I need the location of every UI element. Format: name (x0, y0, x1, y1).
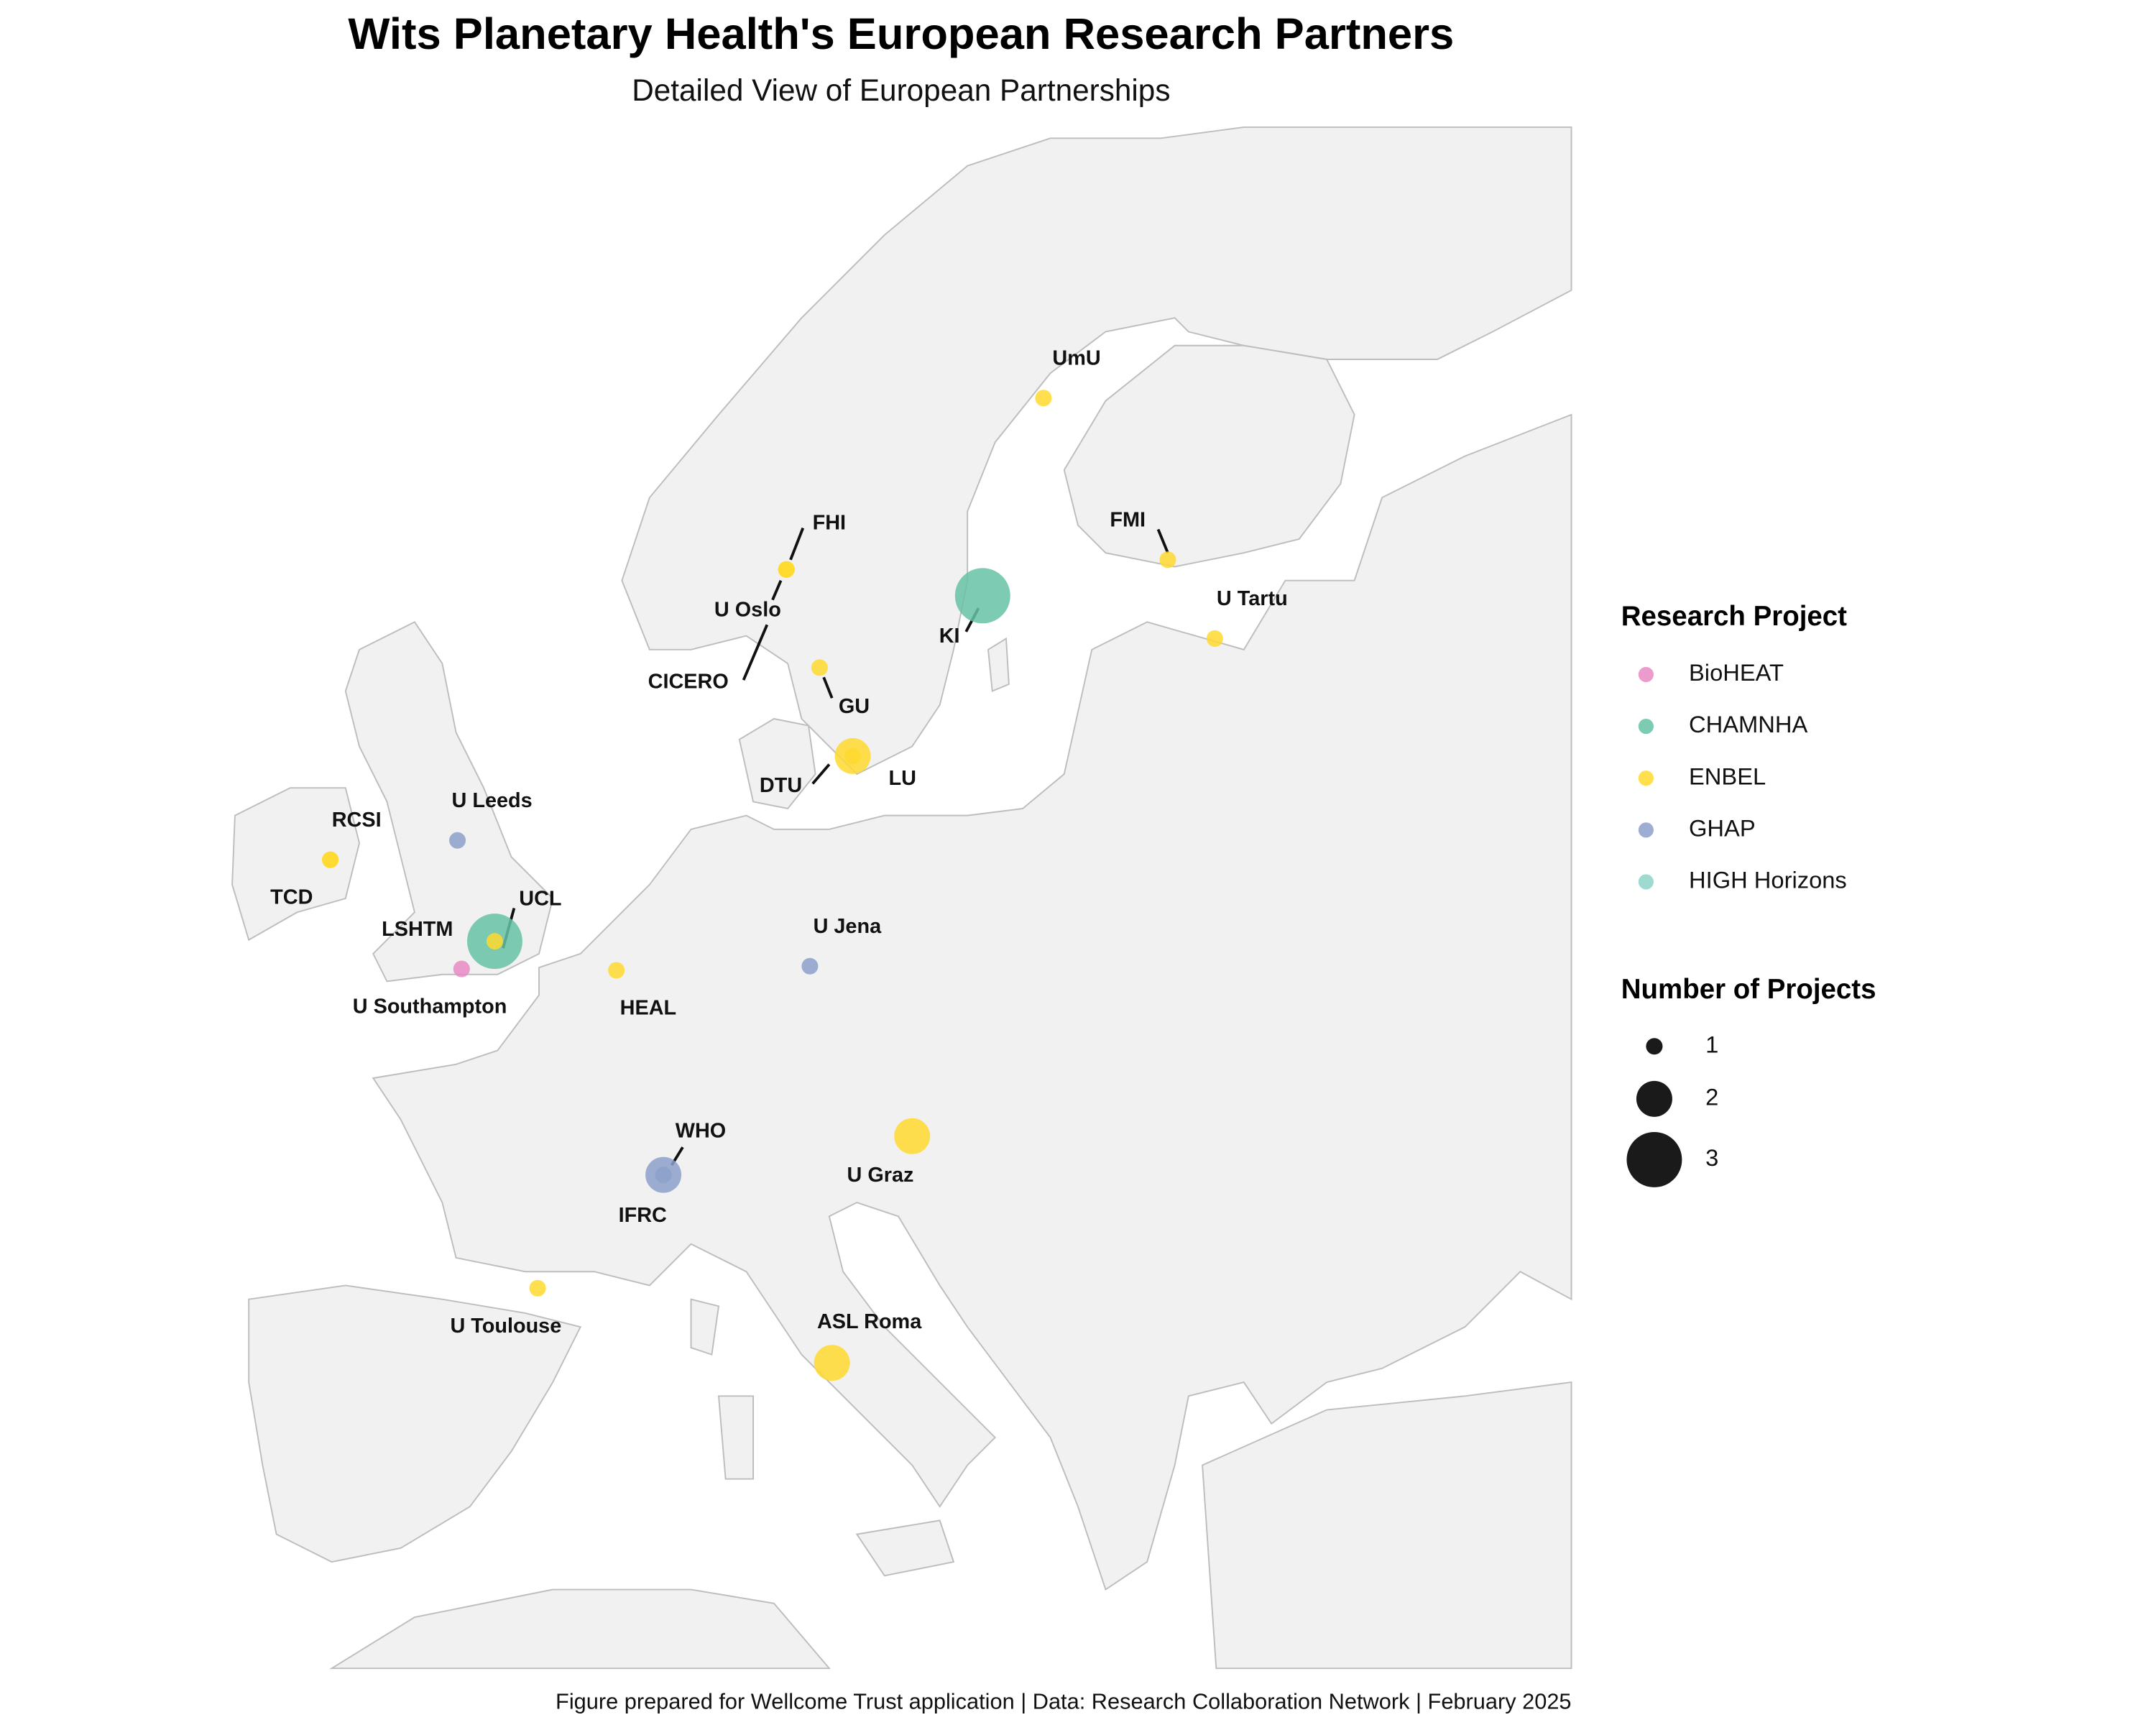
land (717, 1395, 755, 1480)
partner-label: IFRC (619, 1204, 667, 1227)
leader-line (742, 624, 769, 681)
legend-label: GHAP (1689, 814, 1756, 841)
legend-label: CHAMNHA (1689, 711, 1807, 737)
size-label: 3 (1705, 1144, 1718, 1171)
partner-label: UCL (519, 888, 561, 911)
partner-point (954, 568, 1010, 624)
land (855, 1519, 955, 1577)
partner-label: U Southampton (353, 995, 507, 1018)
leader-line (789, 527, 805, 561)
partner-label: KI (939, 625, 960, 648)
legend-key (1638, 666, 1654, 683)
partner-point (1206, 630, 1223, 647)
partner-label: U Jena (814, 915, 883, 938)
partner-label: RCSI (332, 809, 382, 832)
partner-label: DTU (760, 774, 802, 797)
partner-label: TCD (270, 886, 313, 909)
land (690, 1298, 720, 1356)
partner-point (814, 1345, 850, 1381)
leader-line (822, 676, 834, 699)
land (248, 1284, 582, 1563)
land (231, 787, 360, 942)
land (987, 637, 1010, 692)
leader-line (811, 763, 831, 785)
leader-line (1156, 528, 1169, 553)
partner-point (453, 960, 470, 978)
partner-point (778, 561, 795, 578)
partner-label: GU (839, 695, 870, 718)
partner-point (1035, 390, 1052, 407)
partner-point (811, 659, 828, 676)
legend-label: ENBEL (1689, 763, 1766, 789)
partner-label: U Graz (847, 1164, 914, 1187)
partner-label: U Tartu (1217, 587, 1288, 610)
partner-label: U Leeds (452, 789, 533, 812)
partner-point (844, 748, 862, 765)
partner-point (486, 933, 503, 950)
size-key (1636, 1080, 1672, 1117)
partner-point (655, 1167, 672, 1184)
partner-label: FHI (813, 511, 846, 534)
legend-title: Research Project (1621, 601, 1847, 632)
leader-line (771, 579, 783, 601)
partner-label: HEAL (620, 996, 676, 1019)
land (344, 621, 554, 983)
legend-key (1638, 770, 1654, 786)
size-key (1626, 1132, 1682, 1187)
basemap (231, 126, 1572, 1670)
size-label: 1 (1705, 1031, 1718, 1057)
partner-point (449, 832, 466, 849)
subtitle: Detailed View of European Partnerships (632, 73, 1170, 107)
partner-label: LU (889, 767, 916, 790)
partner-point (608, 962, 625, 979)
partner-label: CICERO (648, 671, 729, 694)
partner-label: ASL Roma (817, 1310, 922, 1333)
land (1202, 1381, 1572, 1670)
legend-title: Number of Projects (1621, 974, 1876, 1005)
caption: Figure prepared for Wellcome Trust appli… (556, 1688, 1572, 1714)
land (738, 717, 816, 810)
land (372, 413, 1572, 1591)
partner-label: FMI (1110, 509, 1146, 532)
land (621, 126, 1572, 776)
partner-point (894, 1118, 931, 1154)
partner-label: U Oslo (714, 599, 781, 622)
partner-point (1159, 551, 1176, 569)
legend-label: BioHEAT (1689, 659, 1784, 686)
legend-key (1638, 719, 1654, 735)
size-key (1646, 1038, 1663, 1055)
partner-point (801, 957, 819, 975)
partner-label: U Toulouse (450, 1315, 561, 1338)
legend-key (1638, 822, 1654, 838)
partner-point (529, 1279, 546, 1297)
land (1063, 344, 1355, 568)
title: Wits Planetary Health's European Researc… (348, 9, 1454, 59)
partner-point (322, 851, 339, 868)
partner-label: UmU (1052, 347, 1100, 370)
size-label: 2 (1705, 1083, 1718, 1110)
legend-key (1638, 874, 1654, 890)
partner-label: LSHTM (382, 918, 453, 941)
land (329, 1588, 831, 1670)
partner-label: WHO (676, 1120, 726, 1143)
legend-label: HIGH Horizons (1689, 867, 1847, 893)
